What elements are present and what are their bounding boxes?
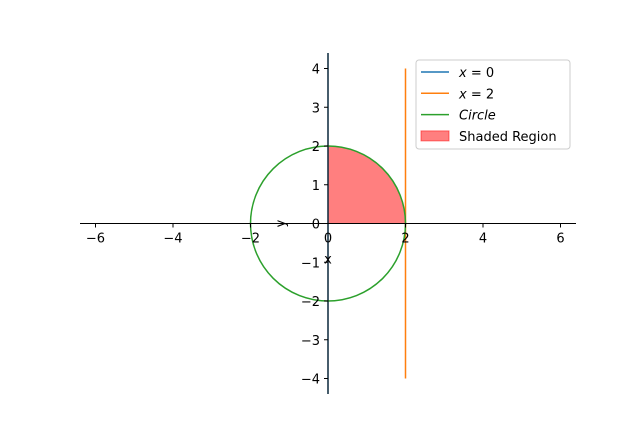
x-tick-label: −2	[241, 232, 260, 247]
x-tick-label: −4	[163, 232, 182, 247]
legend-label: Circle	[459, 109, 496, 124]
y-tick-label: 1	[312, 179, 320, 194]
legend-label: x = 0	[458, 66, 494, 81]
y-tick-label: 2	[312, 140, 320, 155]
shaded-region-fill	[328, 146, 406, 224]
x-axis-label: x	[324, 253, 332, 268]
legend-label-main: Circle	[459, 109, 496, 124]
legend-label-rest: = 0	[467, 66, 494, 81]
y-axis-label: y	[274, 219, 289, 227]
legend-box	[415, 59, 571, 150]
legend-label: x = 2	[458, 87, 494, 102]
x-tick-label: 0	[324, 232, 332, 247]
y-tick-label: 3	[312, 101, 320, 116]
legend-label-main: Shaded Region	[459, 130, 557, 145]
legend-label-main: x	[458, 66, 467, 81]
x-tick-label: 4	[479, 232, 487, 247]
y-tick-label: 4	[312, 63, 320, 78]
y-tick-label: −3	[301, 334, 320, 349]
axes: −6 −4 −2 0 2 4 6 −4 −3 −2 −1 0 1 2 3 4 x y	[80, 53, 576, 394]
y-tick-label: −2	[301, 295, 320, 310]
legend-label-rest: = 2	[467, 87, 494, 102]
legend-swatch-patch	[420, 130, 450, 142]
x-tick-label: 2	[401, 232, 409, 247]
x-tick-label: −6	[86, 232, 105, 247]
legend-label-main: x	[458, 87, 467, 102]
y-tick-label: −4	[301, 373, 320, 388]
y-tick-label: 0	[312, 218, 320, 233]
y-tick-label: −1	[301, 256, 320, 271]
legend-label: Shaded Region	[459, 130, 557, 145]
x-tick-label: 6	[556, 232, 564, 247]
